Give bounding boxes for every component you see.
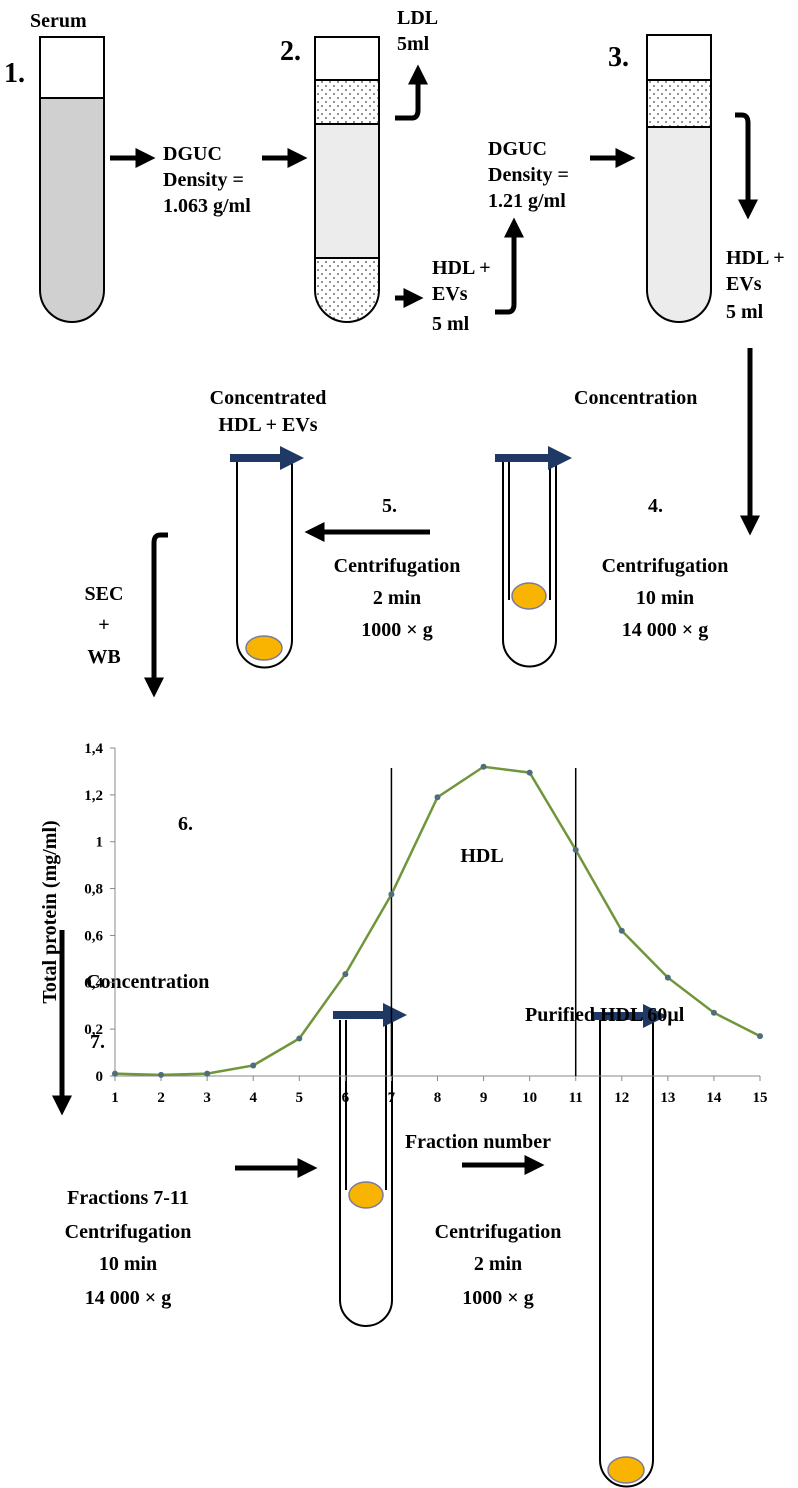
method: DGUC (488, 138, 547, 160)
data-point (480, 763, 487, 770)
x-tick-label: 15 (753, 1090, 768, 1106)
product: Concentrated (210, 387, 327, 409)
tube-outline (646, 34, 712, 323)
step-label: 5. (382, 495, 397, 517)
condition: 2 min (474, 1253, 522, 1275)
data-point (158, 1071, 165, 1078)
x-tick-label: 11 (569, 1090, 583, 1106)
x-tick-label: 10 (522, 1090, 537, 1106)
fraction: EVs (432, 283, 468, 305)
condition: Centrifugation (435, 1221, 562, 1243)
x-axis-label: Fraction number (405, 1131, 551, 1153)
data-point (618, 927, 625, 934)
data-point (112, 1070, 118, 1077)
x-tick-label: 3 (203, 1090, 211, 1106)
x-tick-label: 13 (660, 1090, 675, 1106)
labels: Serum 1. 2. 3. DGUC Density = 1.063 g/ml… (4, 7, 785, 1309)
tube-3 (647, 35, 711, 322)
tube-1 (40, 37, 104, 322)
y-tick-label: 0,4 (84, 975, 103, 991)
tube-outline (39, 36, 105, 323)
condition: Fractions 7-11 (67, 1187, 189, 1209)
condition: 1000 × g (361, 619, 432, 641)
x-tick-label: 12 (614, 1090, 629, 1106)
x-tick-label: 4 (249, 1090, 257, 1106)
y-tick-label: 1 (96, 835, 104, 851)
method: + (98, 614, 109, 636)
x-tick-label: 8 (434, 1090, 442, 1106)
data-point (250, 1062, 257, 1069)
density: Density = (488, 164, 569, 186)
fraction: HDL + (726, 247, 785, 269)
condition: Centrifugation (602, 555, 729, 577)
chart: 6. HDL Fraction number Total protein (mg… (39, 741, 768, 1153)
x-tick-label: 5 (296, 1090, 304, 1106)
fraction: LDL (397, 7, 438, 29)
step-label: 1. (4, 58, 25, 89)
y-tick-label: 1,4 (84, 741, 103, 757)
y-tick-label: 0,8 (84, 882, 103, 898)
x-tick-label: 6 (342, 1090, 350, 1106)
fraction: 5 ml (726, 301, 764, 323)
step-label: 2. (280, 36, 301, 67)
sample: Serum (30, 10, 87, 32)
condition: 2 min (373, 587, 421, 609)
condition: 14 000 × g (622, 619, 708, 641)
data-point (434, 794, 441, 801)
series-line (114, 765, 761, 1077)
x-tick-label: 1 (111, 1090, 119, 1106)
x-tick-label: 2 (157, 1090, 165, 1106)
arrows (52, 64, 760, 1178)
fraction: HDL + (432, 257, 491, 279)
step-label: 3. (608, 42, 629, 73)
pellets (245, 582, 645, 1484)
y-tick-label: 0,2 (84, 1022, 103, 1038)
fraction: 5 ml (432, 313, 470, 335)
product: HDL + EVs (218, 414, 317, 436)
data-point (296, 1035, 303, 1042)
density: 1.21 g/ml (488, 190, 566, 212)
condition: 10 min (636, 587, 694, 609)
data-point (710, 1009, 717, 1016)
data-point (342, 971, 349, 978)
tube-outline (314, 36, 380, 323)
condition: 14 000 × g (85, 1287, 171, 1309)
step-label: 4. (648, 495, 663, 517)
data-point (572, 846, 579, 853)
condition: Centrifugation (334, 555, 461, 577)
product: Purified HDL 60µl (525, 1004, 685, 1026)
y-tick-label: 1,2 (84, 788, 103, 804)
chart-label: 6. (178, 813, 193, 835)
x-tick-label: 9 (480, 1090, 488, 1106)
y-axis-label: Total protein (mg/ml) (39, 820, 61, 1003)
fraction: 5ml (397, 33, 430, 55)
small-tubes (230, 446, 667, 1488)
annotation: HDL (460, 845, 503, 867)
x-tick-label: 7 (388, 1090, 396, 1106)
step: Concentration (86, 971, 209, 993)
step: Concentration (574, 387, 697, 409)
x-tick-label: 14 (706, 1090, 722, 1106)
condition: 1000 × g (462, 1287, 533, 1309)
data-point (388, 891, 395, 898)
condition: Centrifugation (65, 1221, 192, 1243)
density: 1.063 g/ml (163, 195, 251, 217)
method: DGUC (163, 143, 222, 165)
method: WB (87, 646, 120, 668)
data-point (526, 769, 533, 776)
fraction: EVs (726, 273, 762, 295)
y-tick-label: 0 (96, 1069, 104, 1085)
data-point (664, 974, 671, 981)
method: SEC (85, 583, 124, 605)
step-label: 7. (90, 1031, 105, 1053)
density: Density = (163, 169, 244, 191)
data-point (204, 1070, 211, 1077)
y-tick-label: 0,6 (84, 928, 103, 944)
condition: 10 min (99, 1253, 157, 1275)
tube-2 (315, 37, 379, 322)
data-point (757, 1033, 763, 1040)
